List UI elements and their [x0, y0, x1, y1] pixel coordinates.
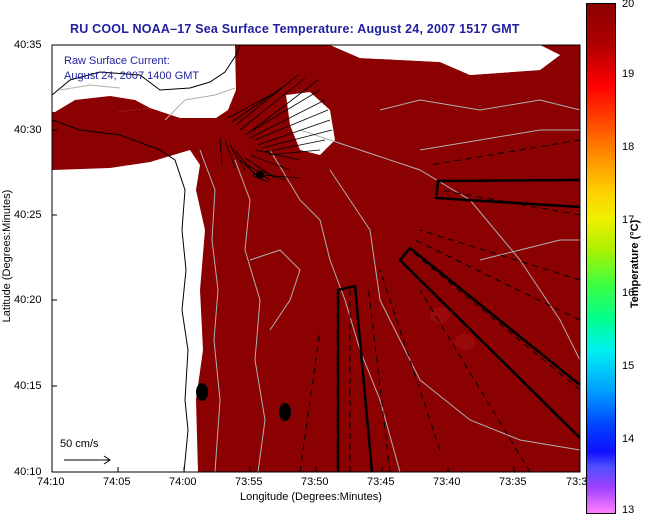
station-marker: [279, 403, 291, 421]
y-tick-label: 40:10: [14, 466, 42, 478]
sst-water-region: [52, 45, 580, 472]
sst-warm-spot: [455, 334, 475, 350]
y-tick-label: 40:15: [14, 380, 42, 392]
surface-current-vectors: [219, 74, 333, 183]
colorbar-tick: 14: [622, 433, 635, 445]
scale-arrow: [64, 455, 111, 465]
cloud-mask-north: [330, 45, 560, 75]
y-tick-label: 40:25: [14, 209, 42, 221]
x-tick-label: 73:35: [499, 476, 527, 488]
x-tick-label: 73:45: [367, 476, 395, 488]
sampling-boxes: [336, 178, 580, 472]
axis-tick-marks: [51, 44, 581, 473]
y-tick-label: 40:20: [14, 294, 42, 306]
x-tick-label: 73:50: [301, 476, 329, 488]
colorbar-tick: 15: [622, 360, 635, 372]
x-axis-label: Longitude (Degrees:Minutes): [240, 491, 382, 503]
colorbar-label: Temperature (°C): [629, 219, 641, 309]
current-origin-marker: [256, 171, 264, 179]
bathymetry-contours: [59, 84, 580, 472]
x-tick-label: 74:10: [37, 476, 65, 488]
x-tick-label: 73:40: [433, 476, 461, 488]
colorbar-tick: 17: [622, 214, 635, 226]
current-legend-line1: Raw Surface Current:: [64, 55, 170, 67]
coastline: [52, 45, 241, 472]
colorbar-tick: 19: [622, 68, 635, 80]
temperature-colorbar: [586, 3, 616, 514]
x-tick-label: 73:55: [235, 476, 263, 488]
cloud-mask-harbor: [286, 92, 335, 155]
x-tick-label: 74:00: [169, 476, 197, 488]
colorbar-tick: 13: [622, 504, 635, 516]
station-marker: [196, 383, 208, 401]
y-axis-label: Latitude (Degrees:Minutes): [1, 189, 13, 323]
sst-warm-spot: [430, 307, 450, 323]
scale-label: 50 cm/s: [60, 438, 99, 450]
sst-patch-northwest: [55, 96, 150, 112]
x-tick-label: 74:05: [103, 476, 131, 488]
x-tick-label: 73:3: [566, 476, 588, 488]
y-tick-label: 40:35: [14, 39, 42, 51]
colorbar-tick: 16: [622, 287, 635, 299]
map-title: RU COOL NOAA–17 Sea Surface Temperature:…: [70, 22, 520, 36]
colorbar-tick: 18: [622, 141, 635, 153]
colorbar-tick: 20: [622, 0, 635, 10]
current-legend-line2: August 24, 2007 1400 GMT: [64, 70, 200, 82]
y-tick-label: 40:30: [14, 124, 42, 136]
